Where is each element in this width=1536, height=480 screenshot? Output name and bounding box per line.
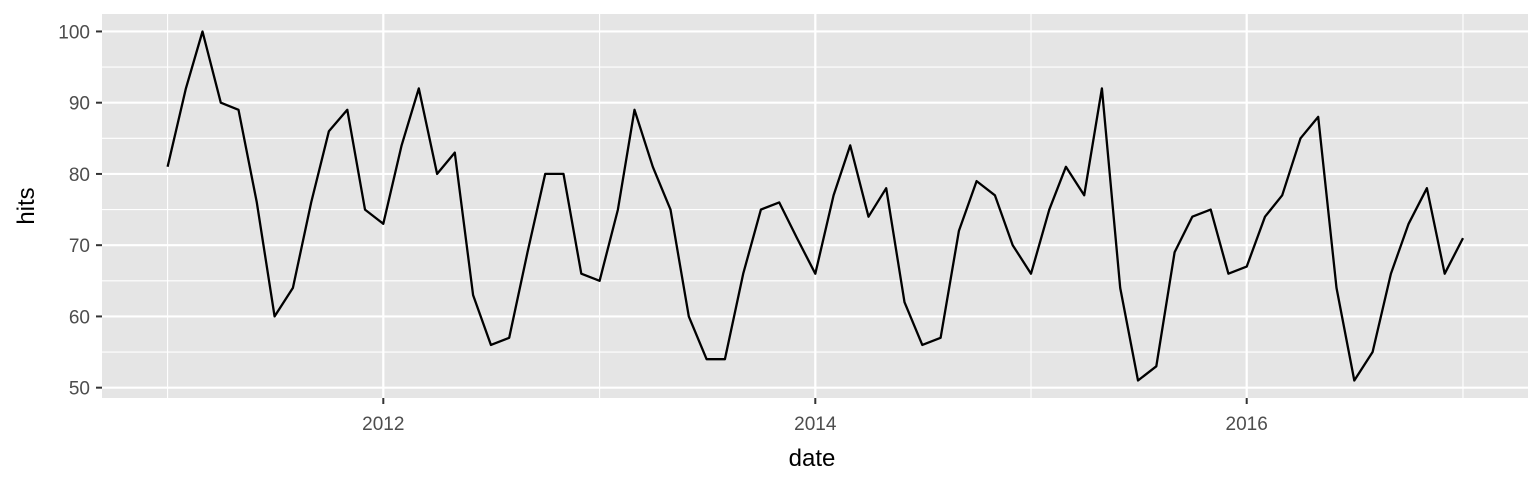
series-line	[166, 30, 1465, 382]
y-tick-label: 50	[69, 379, 90, 400]
major-gridlines	[102, 14, 1528, 398]
x-tick-label: 2014	[794, 414, 837, 435]
y-tick-label: 100	[58, 22, 90, 43]
y-axis: 50 60 70 80 90 100	[58, 22, 102, 400]
y-axis-title: hits	[13, 187, 40, 224]
y-tick-label: 80	[69, 165, 90, 186]
x-tick-label: 2012	[362, 414, 404, 435]
y-tick-label: 90	[69, 94, 90, 115]
y-tick-label: 60	[69, 307, 90, 328]
x-axis: 2012 2014 2016	[362, 398, 1268, 435]
y-tick-label: 70	[69, 236, 90, 257]
x-axis-title: date	[789, 445, 836, 472]
series-layer	[166, 30, 1465, 382]
x-tick-label: 2016	[1226, 414, 1268, 435]
